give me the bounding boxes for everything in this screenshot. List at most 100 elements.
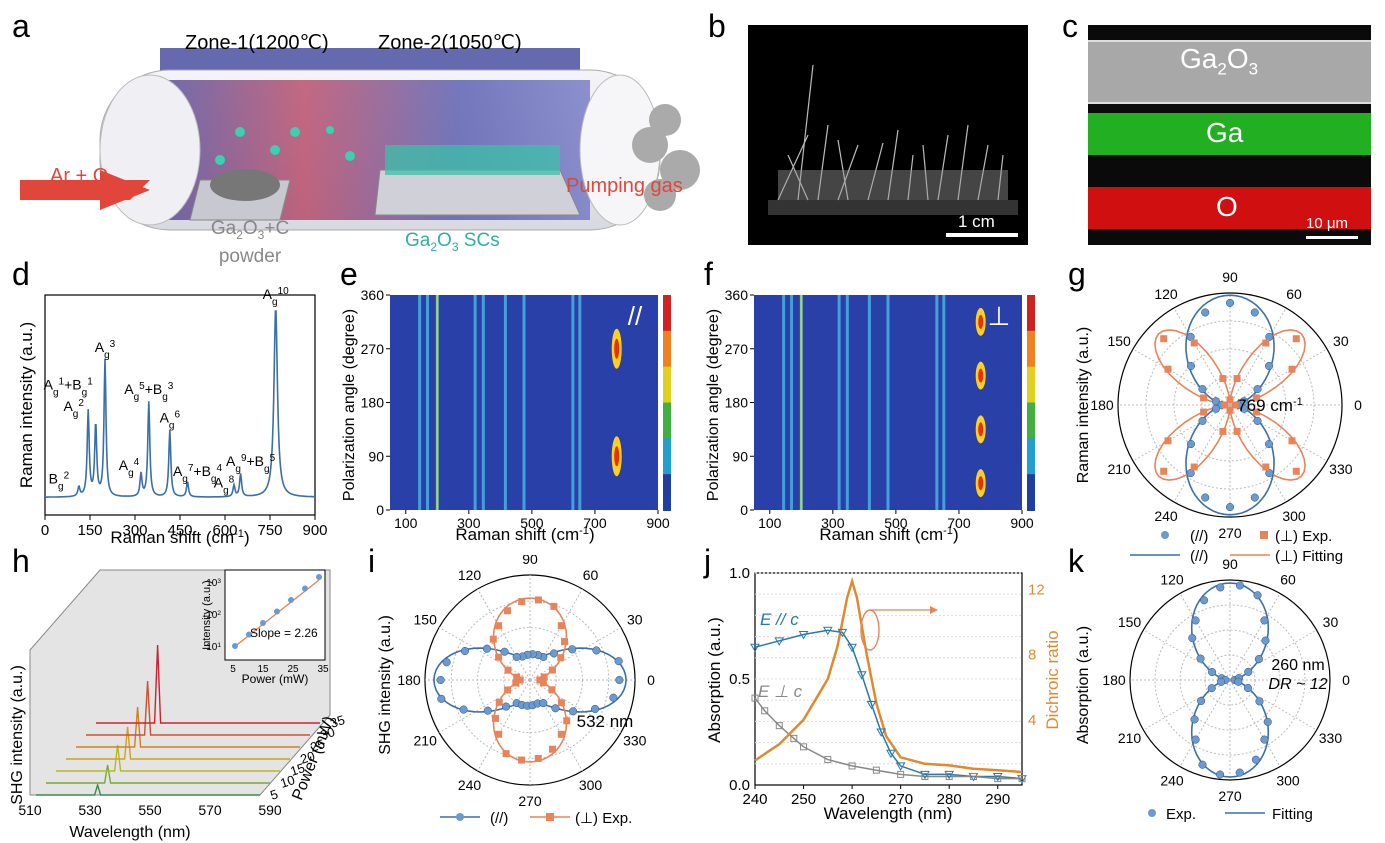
colorbar-segment xyxy=(663,438,671,476)
exp-point xyxy=(1200,596,1209,605)
marker-e-perp xyxy=(1018,775,1026,783)
x-tick-label: 100 xyxy=(394,515,418,531)
polar-spoke xyxy=(477,679,531,772)
series-e-perp xyxy=(754,697,1022,780)
point-perpendicular xyxy=(504,686,512,694)
angle-label: 330 xyxy=(623,733,647,749)
angle-label: 120 xyxy=(1154,286,1178,302)
polar-spoke xyxy=(438,627,531,681)
polar-spoke xyxy=(529,679,622,733)
exp-point-parallel xyxy=(1265,332,1274,341)
exp-point-parallel xyxy=(1265,469,1274,478)
intensity-spot-core xyxy=(978,476,984,491)
y-axis-label: SHG intensity (a.u.) xyxy=(377,615,394,755)
y-axis-label: Polarization angle (degree) xyxy=(705,309,722,501)
colorbar-segment xyxy=(663,366,671,404)
legend-label: (⊥) Fitting xyxy=(1275,548,1343,565)
raman-line-strong xyxy=(436,295,439,510)
peak-label: Ag7+Bg4 xyxy=(173,462,223,484)
exp-point-perpendicular xyxy=(1288,437,1296,445)
z-tick-label: 35 xyxy=(328,712,346,731)
polar-shg-chart: 0 30 60 90 120 150 180 210 240 270 300 330 SHG inten… xyxy=(377,555,655,827)
raman-line xyxy=(578,295,582,510)
exp-point-parallel xyxy=(1240,404,1249,413)
legend-marker-exp xyxy=(1148,809,1156,817)
marker-e-perp xyxy=(848,762,856,770)
panel-letter-a: a xyxy=(12,8,30,44)
point-perpendicular xyxy=(513,673,521,681)
point-perpendicular xyxy=(557,654,565,662)
furnace-schematic xyxy=(20,48,700,231)
polar-spoke xyxy=(1179,679,1231,767)
peak-label: Bg2 xyxy=(49,470,70,492)
point-parallel xyxy=(512,652,521,661)
y-axis-label: Absorption (a.u.) xyxy=(1075,626,1092,744)
x-tick-label: 550 xyxy=(138,802,162,818)
peak-label: Ag6 xyxy=(160,409,181,431)
x-tick-label: 240 xyxy=(742,791,767,808)
exp-point xyxy=(1191,616,1200,625)
exp-point-perpendicular xyxy=(1252,408,1260,416)
exp-point-perpendicular xyxy=(1231,401,1239,409)
shg-spectrum-line xyxy=(56,744,280,772)
x-tick-label: 260 xyxy=(840,791,865,808)
polar-spoke xyxy=(1229,307,1287,406)
point-perpendicular xyxy=(540,673,548,681)
exp-point xyxy=(1234,677,1243,686)
raman-spectrum-chart: 0 150 300 450 600 750 900 Raman shift (cm-1) Ram… xyxy=(17,286,328,548)
polar-spoke xyxy=(529,627,622,681)
point-parallel xyxy=(442,658,451,667)
inset-point xyxy=(232,643,238,649)
marker-e-par xyxy=(750,643,760,653)
point-parallel xyxy=(483,706,492,715)
exp-point-perpendicular xyxy=(1190,463,1198,471)
point-perpendicular xyxy=(495,653,503,661)
z-tick-label: 15 xyxy=(288,760,306,779)
point-perpendicular xyxy=(550,602,558,610)
angle-label: 150 xyxy=(1107,333,1131,349)
marker-e-perp xyxy=(897,770,905,778)
exp-point-parallel xyxy=(1211,404,1220,413)
exp-point xyxy=(1235,581,1244,590)
absorption-chart: 240 250 260 270 280 290 0.0 0.5 1.0 4 8 12 Wavelengt… xyxy=(705,565,1062,823)
y-tick-label: 1.0 xyxy=(729,565,750,582)
point-perpendicular xyxy=(495,730,503,738)
exp-point-perpendicular xyxy=(1164,437,1172,445)
marker-e-par xyxy=(856,671,867,680)
point-perpendicular xyxy=(539,679,547,687)
raman-line xyxy=(571,295,575,510)
marker-e-perp xyxy=(945,773,953,781)
shg-spectrum-line xyxy=(46,764,270,784)
angle-label: 210 xyxy=(414,733,438,749)
polar-spoke xyxy=(1229,404,1328,462)
legend-label: Exp. xyxy=(1166,806,1196,823)
y-axis-label: Raman intensity (a.u.) xyxy=(1075,327,1092,484)
polar-spoke xyxy=(477,588,531,681)
zone2-label: Zone-2(1050℃) xyxy=(378,32,522,54)
y2-tick-label: 12 xyxy=(1028,581,1045,598)
point-perpendicular xyxy=(561,638,569,646)
marker-e-perp xyxy=(969,773,977,781)
exp-point xyxy=(1216,583,1225,592)
polar-spoke xyxy=(1143,629,1231,681)
panel-letter-e: e xyxy=(340,256,358,292)
x-axis-label: Raman shift (cm-1) xyxy=(455,525,594,544)
exp-point xyxy=(1260,735,1269,744)
y-tick-label: 180 xyxy=(725,395,749,411)
angle-label: 30 xyxy=(1333,333,1349,349)
point-parallel xyxy=(568,645,577,654)
marker-e-perp xyxy=(824,756,832,764)
exp-point xyxy=(1263,717,1272,726)
marker-e-par xyxy=(992,773,1003,782)
x-tick-label: 900 xyxy=(302,522,327,539)
polarized-raman-map-perpendicular: 100 300 500 700 900 0 90 180 270 360 Raman shift (… xyxy=(705,287,1035,544)
legend-label: (⊥) Exp. xyxy=(575,810,632,827)
exp-point-perpendicular xyxy=(1200,394,1208,402)
raman-line-strong xyxy=(800,295,803,510)
raman-line xyxy=(782,295,786,510)
exp-point xyxy=(1196,654,1205,663)
annotation: 532 nm xyxy=(577,712,634,731)
raman-line xyxy=(503,295,507,510)
exp-point-parallel xyxy=(1253,416,1262,425)
